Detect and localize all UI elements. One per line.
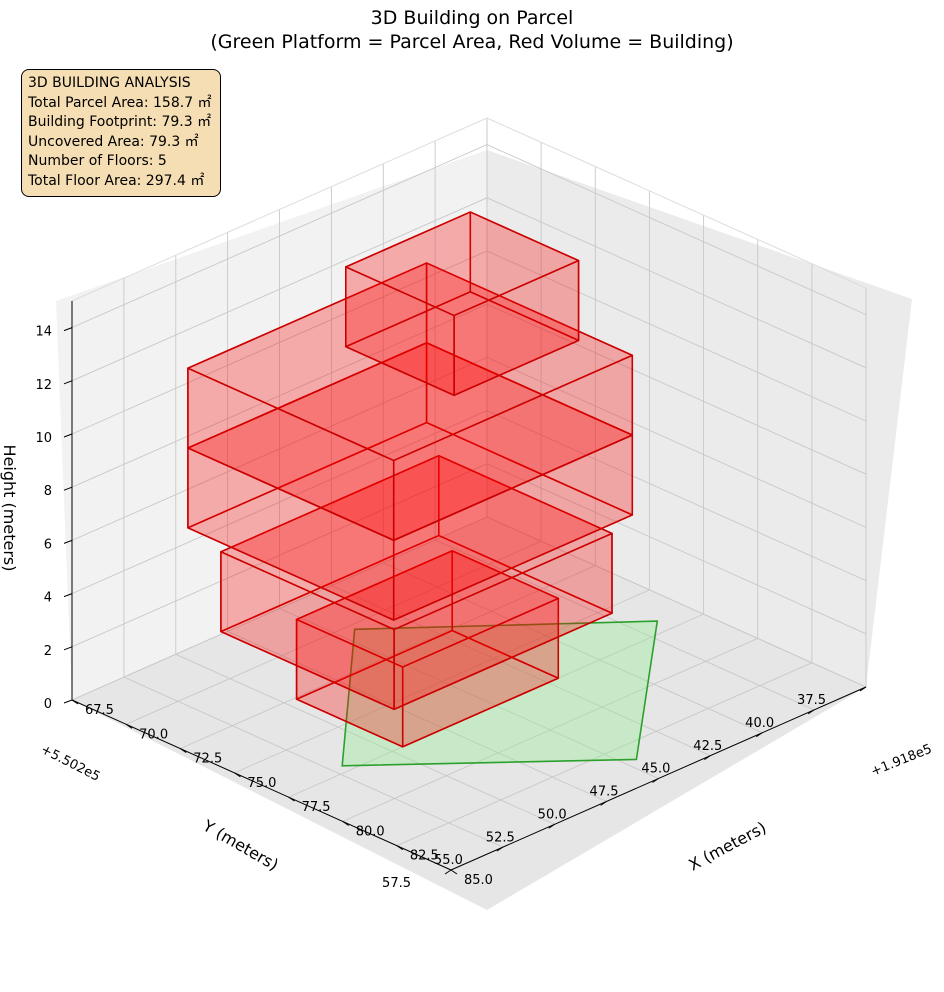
grid-line bbox=[71, 356, 867, 541]
building-face bbox=[345, 211, 580, 317]
grid-line bbox=[71, 516, 867, 701]
y-tick-label: 40.0 bbox=[745, 716, 774, 731]
z-tick bbox=[63, 699, 73, 704]
x-tick-label: 75.0 bbox=[247, 776, 276, 791]
grid-line bbox=[71, 410, 867, 595]
y-tick-label: 52.5 bbox=[486, 830, 515, 845]
z-tick bbox=[63, 646, 73, 651]
building-floor bbox=[345, 211, 580, 397]
y-tick-label: 45.0 bbox=[641, 762, 670, 777]
x-axis-offset: +1.918e5 bbox=[869, 742, 934, 780]
building-face bbox=[295, 550, 560, 668]
x-tick bbox=[342, 821, 349, 826]
building-face bbox=[187, 262, 634, 462]
z-tick-label: 4 bbox=[44, 591, 52, 606]
x-tick bbox=[234, 772, 241, 778]
info-line: Building Footprint: 79.3 ㎡ bbox=[28, 114, 212, 130]
z-tick bbox=[63, 433, 73, 438]
building-floor bbox=[187, 342, 634, 621]
parcel-layer bbox=[341, 620, 659, 767]
x-axis-line bbox=[71, 699, 452, 871]
x-tick bbox=[71, 699, 79, 705]
y-tick-label: 57.5 bbox=[382, 876, 411, 891]
x-tick-label: 85.0 bbox=[464, 873, 493, 888]
axes-layer: 67.5 70.0 72.5 75.0 77.5 80.0 82.5 85.0 37.5 40.0… bbox=[35, 301, 867, 891]
y-tick bbox=[807, 709, 815, 715]
y-tick bbox=[600, 800, 607, 806]
z-axis-label: Height (meters) bbox=[0, 445, 19, 572]
z-tick-label: 14 bbox=[35, 325, 52, 340]
y-axis-label: Y (meters) bbox=[199, 816, 282, 875]
x-tick-label: 67.5 bbox=[85, 703, 114, 718]
y-tick bbox=[755, 732, 763, 738]
y-tick bbox=[548, 823, 556, 829]
z-tick bbox=[63, 593, 73, 598]
floor-pane bbox=[72, 517, 866, 910]
x-tick bbox=[450, 869, 458, 875]
y-tick bbox=[496, 846, 504, 852]
info-heading: 3D BUILDING ANALYSIS bbox=[28, 75, 191, 91]
building-floor bbox=[187, 262, 634, 542]
x-tick-label: 70.0 bbox=[139, 727, 168, 742]
back-right-pane bbox=[487, 150, 912, 687]
y-tick-label: 55.0 bbox=[434, 853, 463, 868]
x-tick-label: 72.5 bbox=[193, 752, 222, 767]
z-tick bbox=[63, 539, 73, 544]
grid-line bbox=[71, 250, 867, 435]
building-layer bbox=[187, 211, 634, 748]
z-tick-label: 6 bbox=[44, 537, 52, 552]
info-line: Total Parcel Area: 158.7 ㎡ bbox=[28, 94, 212, 111]
x-tick-label: 77.5 bbox=[302, 800, 331, 815]
y-tick-label: 37.5 bbox=[797, 693, 826, 708]
chart-title-line1: 3D Building on Parcel bbox=[370, 7, 574, 29]
z-tick-label: 12 bbox=[35, 378, 52, 393]
z-tick bbox=[63, 380, 73, 385]
grid-line bbox=[71, 303, 867, 488]
grid-line bbox=[71, 197, 867, 382]
grid-line bbox=[71, 144, 867, 329]
x-axis-label: X (meters) bbox=[685, 818, 769, 875]
parcel-platform bbox=[341, 620, 659, 767]
chart-title: 3D Building on Parcel (Green Platform = … bbox=[0, 6, 944, 54]
chart-title-line2: (Green Platform = Parcel Area, Red Volum… bbox=[210, 31, 734, 53]
z-tick-label: 0 bbox=[44, 697, 52, 712]
analysis-info-box: 3D BUILDING ANALYSIS Total Parcel Area: … bbox=[21, 69, 221, 197]
y-tick bbox=[652, 778, 659, 783]
y-tick-label: 42.5 bbox=[693, 739, 722, 754]
y-tick bbox=[859, 686, 867, 692]
z-tick-label: 2 bbox=[44, 644, 52, 659]
x-tick-label: 80.0 bbox=[356, 824, 385, 839]
y-axis-offset: +5.502e5 bbox=[38, 742, 102, 785]
x-tick bbox=[396, 845, 404, 851]
x-tick-label: 82.5 bbox=[410, 849, 439, 864]
y-tick-label: 47.5 bbox=[590, 785, 619, 800]
grid-line bbox=[71, 463, 867, 648]
z-tick-label: 10 bbox=[35, 431, 52, 446]
pane-edge bbox=[71, 117, 867, 302]
y-tick-label: 50.0 bbox=[538, 807, 567, 822]
x-tick bbox=[288, 796, 295, 802]
y-tick bbox=[704, 755, 711, 761]
info-line: Total Floor Area: 297.4 ㎡ bbox=[28, 172, 205, 189]
z-tick bbox=[63, 327, 73, 332]
y-tick bbox=[444, 869, 452, 875]
z-tick bbox=[63, 486, 73, 491]
z-tick-label: 8 bbox=[44, 484, 52, 499]
info-line: Number of Floors: 5 bbox=[28, 153, 167, 169]
x-tick bbox=[125, 723, 133, 729]
x-tick bbox=[180, 748, 187, 753]
info-line: Uncovered Area: 79.3 ㎡ bbox=[28, 133, 199, 150]
